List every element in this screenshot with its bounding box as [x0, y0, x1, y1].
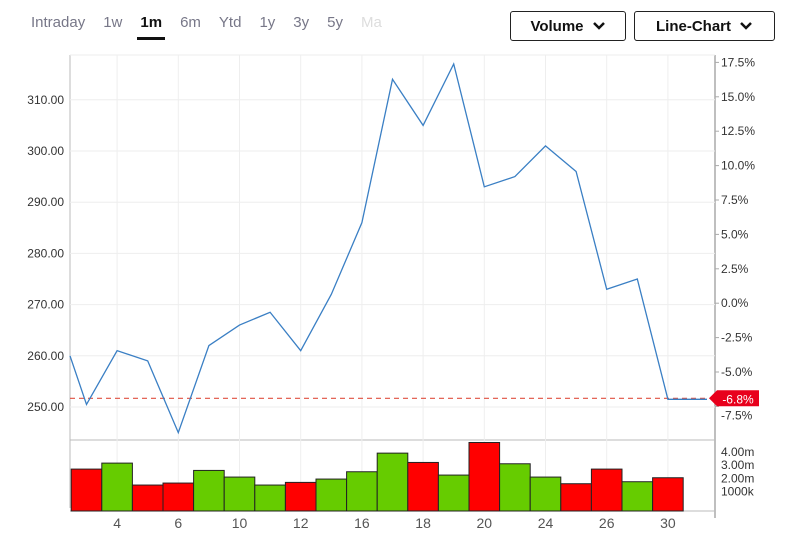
- volume-tick-label: 1000k: [721, 485, 755, 499]
- x-tick-label: 4: [113, 515, 121, 531]
- price-tick-label: 250.00: [27, 400, 64, 414]
- volume-dropdown-label: Volume: [530, 17, 584, 35]
- x-tick-label: 12: [293, 515, 309, 531]
- change-badge-label: -6.8%: [722, 392, 754, 406]
- percent-tick-label: 17.5%: [721, 55, 755, 69]
- x-tick-label: 6: [174, 515, 182, 531]
- range-tab-6m[interactable]: 6m: [180, 14, 201, 31]
- percent-tick-label: 2.5%: [721, 262, 749, 276]
- price-line: [69, 62, 707, 435]
- volume-bar: [499, 463, 531, 512]
- x-tick-label: 20: [477, 515, 493, 531]
- volume-bar: [590, 468, 623, 512]
- range-tab-1m[interactable]: 1m: [131, 10, 171, 40]
- volume-bar: [193, 469, 225, 512]
- change-badge: [709, 390, 759, 407]
- percent-tick-label: 12.5%: [721, 124, 755, 138]
- chevron-down-icon: [592, 22, 605, 30]
- volume-bar: [131, 484, 164, 512]
- percent-tick-label: -7.5%: [721, 408, 753, 422]
- volume-bar: [437, 474, 470, 512]
- range-tab-ytd[interactable]: Ytd: [218, 14, 242, 31]
- volume-bar: [101, 462, 133, 512]
- volume-tick-label: 3.00m: [721, 458, 754, 472]
- volume-bar: [254, 484, 286, 512]
- volume-tick-label: 2.00m: [721, 471, 754, 485]
- range-tabs: Intraday 1w 1m 6m Ytd 1y 3y 5y Ma: [22, 10, 391, 40]
- volume-bar: [315, 478, 348, 512]
- range-tab-3y[interactable]: 3y: [293, 14, 310, 31]
- volume-bar: [162, 482, 195, 512]
- percent-tick-label: 5.0%: [721, 227, 749, 241]
- price-tick-label: 290.00: [27, 195, 64, 209]
- volume-bar: [407, 461, 439, 512]
- volume-bar: [223, 476, 256, 512]
- volume-bar: [70, 468, 103, 512]
- percent-tick-label: 15.0%: [721, 90, 755, 104]
- x-tick-label: 16: [354, 515, 370, 531]
- x-tick-label: 26: [599, 515, 615, 531]
- x-tick-label: 10: [232, 515, 248, 531]
- range-tab-intraday[interactable]: Intraday: [31, 14, 86, 31]
- chart-type-dropdown[interactable]: Line-Chart: [634, 11, 775, 41]
- chart-type-dropdown-label: Line-Chart: [656, 17, 731, 35]
- percent-tick-label: -2.5%: [721, 331, 753, 345]
- volume-bar: [652, 477, 684, 512]
- price-tick-label: 300.00: [27, 144, 64, 158]
- percent-tick-label: 7.5%: [721, 193, 749, 207]
- percent-tick-label: -5.0%: [721, 365, 753, 379]
- volume-bar: [346, 471, 378, 512]
- range-tab-1w[interactable]: 1w: [103, 14, 123, 31]
- range-tab-ma[interactable]: Ma: [360, 14, 382, 31]
- percent-tick-label: 0.0%: [721, 296, 749, 310]
- price-tick-label: 280.00: [27, 246, 64, 260]
- volume-bar: [560, 483, 592, 512]
- x-tick-label: 24: [538, 515, 554, 531]
- price-tick-label: 260.00: [27, 349, 64, 363]
- chevron-down-icon: [740, 22, 752, 30]
- price-tick-label: 310.00: [27, 93, 64, 107]
- volume-bar: [284, 481, 317, 512]
- volume-tick-label: 4.00m: [721, 445, 754, 459]
- volume-dropdown[interactable]: Volume: [510, 11, 626, 41]
- x-tick-label: 18: [415, 515, 431, 531]
- volume-bar: [621, 481, 654, 512]
- volume-bar: [468, 441, 501, 512]
- volume-bar: [376, 452, 409, 512]
- percent-tick-label: 10.0%: [721, 159, 755, 173]
- volume-bar: [529, 476, 562, 512]
- range-tab-5y[interactable]: 5y: [327, 14, 343, 31]
- range-tab-1y[interactable]: 1y: [259, 14, 276, 31]
- price-tick-label: 270.00: [27, 298, 64, 312]
- x-tick-label: 30: [660, 515, 676, 531]
